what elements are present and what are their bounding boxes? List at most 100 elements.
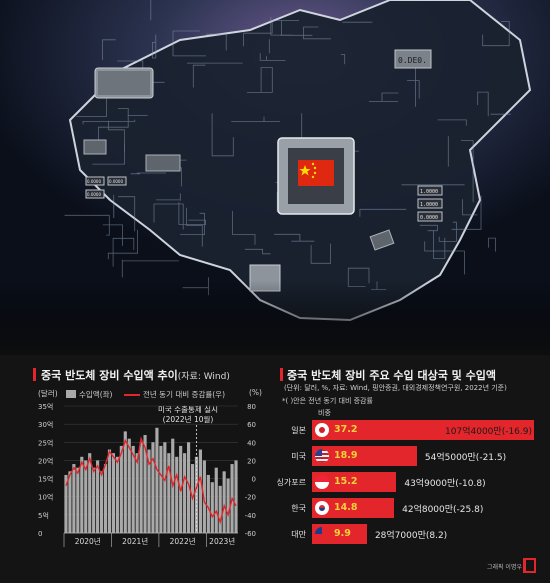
circuit-trace <box>488 237 496 252</box>
right-axis-unit: (%) <box>249 388 262 397</box>
import-bar <box>155 427 159 533</box>
import-bar <box>163 442 167 533</box>
circuit-trace <box>477 91 489 117</box>
chip-label: 0.DE0. <box>398 56 427 65</box>
circuit-trace <box>280 21 313 36</box>
circuit-trace <box>437 119 467 126</box>
circuit-trace <box>303 26 331 40</box>
import-bar <box>143 435 147 533</box>
import-bar <box>99 471 104 533</box>
import-bar <box>234 460 238 533</box>
import-bar <box>202 460 206 533</box>
country-label: 일본 <box>291 426 306 435</box>
import-bar <box>68 471 72 533</box>
circuit-trace <box>180 212 205 235</box>
country-row: 대만 9.9 28억7000만(8.2) <box>272 524 550 544</box>
circuit-trace <box>130 172 167 175</box>
circuit-trace <box>152 34 157 59</box>
circuit-trace <box>274 233 315 242</box>
chip-label: 0.0000 <box>109 179 123 184</box>
legend-bar-swatch <box>66 390 76 398</box>
circuit-trace <box>112 237 135 267</box>
circuit-trace <box>433 230 446 259</box>
circuit-trace <box>108 120 125 152</box>
circuit-trace <box>451 195 482 230</box>
import-bar <box>80 456 84 533</box>
title-accent-bar <box>33 368 36 381</box>
x-tick-label: 2021년 <box>122 536 148 546</box>
circuit-trace <box>461 140 474 203</box>
circuit-trace <box>419 224 438 232</box>
import-bar <box>175 456 179 533</box>
x-tick-label: 2023년 <box>209 536 235 546</box>
share-value: 18.9 <box>334 450 358 461</box>
circuit-trace <box>153 203 184 230</box>
circuit-trace <box>102 224 123 246</box>
share-header: 비중 <box>318 409 331 417</box>
left-tick-label: 5억 <box>38 512 49 520</box>
x-tick-label: 2022년 <box>170 536 196 546</box>
country-label: 한국 <box>291 504 306 513</box>
share-value: 9.9 <box>334 528 351 539</box>
left-tick-label: 20억 <box>38 457 53 465</box>
graphic-credit: 그래픽 이명우 <box>486 564 522 571</box>
share-value: 15.2 <box>334 476 358 487</box>
share-bar <box>312 498 395 518</box>
chart-note: *( )안은 전년 동기 대비 증감률 <box>282 397 373 405</box>
left-tick-label: 35억 <box>38 403 53 411</box>
component-array-left: 0.0000 0.0000 0.0000 <box>85 176 127 199</box>
import-by-country-chart: 중국 반도체 장비 주요 수입 대상국 및 수입액 (단위: 달러, %, 자료… <box>272 355 550 583</box>
circuit-trace <box>259 53 286 61</box>
circuit-trace <box>172 30 206 57</box>
country-row: 일본 37.2 107억4000만(-16.9) <box>272 420 550 440</box>
left-tick-label: 10억 <box>38 494 53 502</box>
import-bar <box>151 442 155 533</box>
share-bar <box>312 420 534 440</box>
chip-label: 0.0000 <box>87 192 101 197</box>
legend-bar-label: 수입액(좌) <box>79 390 113 399</box>
right-tick-label: 20 <box>247 457 256 465</box>
right-tick-label: 0 <box>252 476 256 484</box>
right-tick-label: 40 <box>247 439 256 447</box>
circuit-trace <box>359 208 407 217</box>
circuit-trace <box>244 248 271 255</box>
import-bar <box>222 471 226 533</box>
circuit-trace <box>406 80 420 99</box>
country-label: 대만 <box>291 530 306 539</box>
circuit-trace <box>82 119 136 125</box>
import-bar <box>115 456 119 533</box>
circuit-board-map-image: 0.DE0. 1.0000 1.0000 0.0000 0.0000 0.000… <box>0 0 550 355</box>
right-tick-label: -20 <box>245 494 256 502</box>
import-bar <box>135 453 139 533</box>
circuit-trace <box>186 207 203 247</box>
import-bar <box>96 460 100 533</box>
right-tick-label: 60 <box>247 421 256 429</box>
import-bar <box>72 464 76 533</box>
import-bar <box>206 474 210 533</box>
import-amount: 54억5000만(-21.5) <box>424 453 507 463</box>
import-bar <box>64 474 68 533</box>
export-control-annotation: 미국 수출통제 실시 (2022년 10월) <box>158 405 218 424</box>
import-bar <box>103 464 108 533</box>
import-bar <box>167 453 171 533</box>
chip <box>394 49 432 69</box>
import-bar <box>226 478 230 533</box>
right-tick-label: -60 <box>245 530 256 538</box>
title-accent-bar <box>280 368 283 381</box>
circuit-trace <box>231 116 280 122</box>
left-tick-label: 25억 <box>38 439 53 447</box>
circuit-trace <box>118 196 136 232</box>
chart-source: (자료: Wind) <box>177 372 230 382</box>
import-bar <box>159 445 163 533</box>
flag-icon <box>315 527 329 541</box>
chart-subtitle: (단위: 달러, %, 자료: Wind, 핑안증권, 대외경제정책연구원, 2… <box>284 384 507 392</box>
chip-label: 1.0000 <box>420 189 438 195</box>
circuit-trace <box>211 113 234 157</box>
country-label: 미국 <box>291 452 306 461</box>
circuit-trace <box>243 20 300 47</box>
country-row: 미국 18.9 54억5000만(-21.5) <box>272 446 550 466</box>
publisher-logo-icon <box>523 558 536 573</box>
chart-title: 중국 반도체 장비 주요 수입 대상국 및 수입액 <box>287 369 496 382</box>
import-bar <box>119 445 123 533</box>
circuit-trace <box>64 214 110 236</box>
